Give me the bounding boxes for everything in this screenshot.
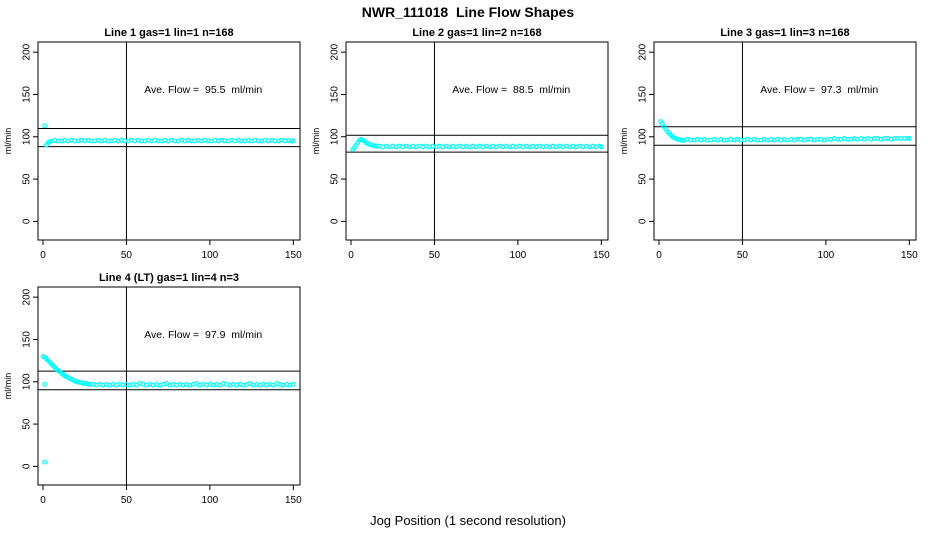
y-tick-label: 100 (638, 128, 649, 145)
data-point (679, 137, 685, 143)
panel-plot-area: 0 50 100 150 200 0 50 100 150 (638, 41, 918, 261)
x-tick-label: 50 (121, 250, 133, 261)
x-tick-label: 0 (348, 250, 354, 261)
x-axis-title: Jog Position (1 second resolution) (370, 513, 566, 528)
x-tick-label: 0 (40, 250, 46, 261)
data-point (905, 136, 911, 141)
ave-flow-annotation: Ave. Flow = 97.3 ml/min (760, 84, 879, 97)
x-tick-label: 150 (285, 250, 302, 261)
x-tick-label: 150 (285, 495, 302, 506)
y-tick-label: 0 (330, 218, 341, 224)
y-tick-label: 50 (22, 418, 33, 430)
panel-title: Line 3 gas=1 lin=3 n=168 (720, 27, 850, 39)
x-tick-label: 100 (202, 495, 219, 506)
y-tick-label: 0 (638, 218, 649, 224)
y-tick-label: 200 (638, 43, 649, 60)
x-tick-label: 0 (40, 495, 46, 506)
panel-line4: Line 4 (LT) gas=1 lin=4 n=3 ml/min 0 50 10… (0, 259, 312, 529)
x-tick-label: 100 (202, 250, 219, 261)
y-tick-label: 0 (22, 463, 33, 469)
plot-frame (345, 41, 609, 241)
y-tick-label: 50 (22, 173, 33, 185)
panel-title: Line 2 gas=1 lin=2 n=168 (412, 27, 542, 39)
plot-frame (37, 41, 301, 241)
panel-title: Line 1 gas=1 lin=1 n=168 (104, 27, 234, 39)
data-point (906, 136, 912, 141)
x-tick-label: 50 (737, 250, 749, 261)
y-tick-label: 200 (22, 288, 33, 305)
y-tick-label: 150 (638, 86, 649, 103)
panel-plot-area: 0 50 100 150 200 0 50 100 150 (22, 41, 302, 261)
data-point (371, 143, 377, 149)
y-tick-label: 150 (330, 86, 341, 103)
panel-plot-area: 0 50 100 150 200 0 50 100 150 (22, 286, 302, 506)
x-tick-label: 50 (429, 250, 441, 261)
plot-frame (653, 41, 917, 241)
plot-frame (37, 286, 301, 486)
y-tick-label: 100 (22, 128, 33, 145)
data-point (598, 144, 604, 150)
data-point (42, 459, 48, 465)
data-point (290, 381, 296, 387)
y-tick-label: 150 (22, 331, 33, 348)
ave-flow-annotation: Ave. Flow = 95.5 ml/min (144, 84, 263, 97)
x-tick-label: 100 (510, 250, 527, 261)
data-point (289, 138, 295, 144)
y-tick-label: 100 (22, 373, 33, 390)
y-tick-label: 50 (638, 173, 649, 185)
data-point (85, 381, 91, 387)
y-tick-label: 200 (330, 43, 341, 60)
x-tick-label: 100 (818, 250, 835, 261)
y-tick-label: 200 (22, 43, 33, 60)
y-tick-label: 0 (22, 218, 33, 224)
data-point (42, 381, 48, 387)
ave-flow-annotation: Ave. Flow = 97.9 ml/min (144, 329, 263, 342)
panel-line3: Line 3 gas=1 lin=3 n=168 ml/min 0 50 100 15… (616, 14, 928, 284)
x-tick-label: 150 (901, 250, 918, 261)
panel-title: Line 4 (LT) gas=1 lin=4 n=3 (98, 272, 240, 284)
ave-flow-annotation: Ave. Flow = 88.5 ml/min (452, 84, 571, 97)
x-tick-label: 0 (656, 250, 662, 261)
panel-line2: Line 2 gas=1 lin=2 n=168 ml/min 0 50 100 15… (308, 14, 620, 284)
data-point (42, 123, 48, 129)
y-tick-label: 50 (330, 173, 341, 185)
panel-plot-area: 0 50 100 150 200 0 50 100 150 (330, 41, 610, 261)
y-tick-label: 100 (330, 128, 341, 145)
y-tick-label: 150 (22, 86, 33, 103)
data-point (290, 138, 296, 144)
panel-line1: Line 1 gas=1 lin=1 n=168 ml/min 0 50 100 15… (0, 14, 312, 284)
chart-main-title: NWR_111018 Line Flow Shapes (361, 4, 575, 20)
x-tick-label: 150 (593, 250, 610, 261)
x-tick-label: 50 (121, 495, 133, 506)
